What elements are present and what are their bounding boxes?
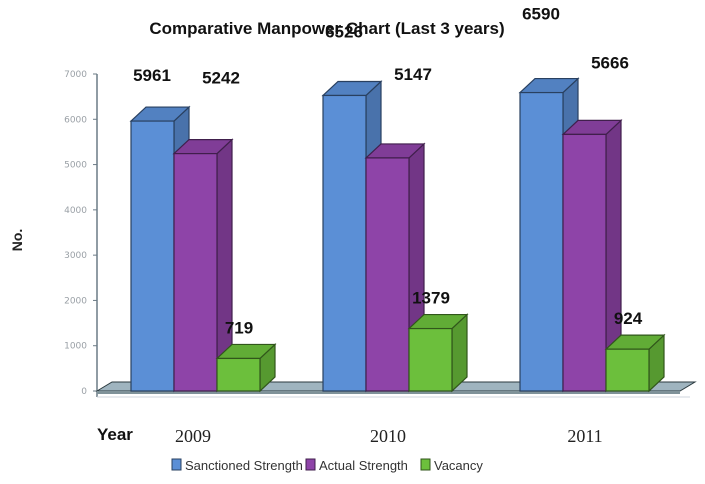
data-label: 1379 [412, 289, 450, 308]
bar-front [519, 91, 564, 392]
legend-swatch [171, 458, 182, 471]
data-label: 6526 [325, 22, 363, 41]
y-tick-label: 6000 [64, 115, 87, 125]
y-tick-label: 2000 [64, 296, 87, 306]
bar-actual-strength-2011 [561, 119, 623, 393]
y-tick-label: 4000 [64, 206, 87, 216]
data-label: 5666 [591, 53, 629, 72]
legend-label: Vacancy [434, 458, 483, 473]
chart-title: Comparative Manpower Chart (Last 3 years… [149, 19, 504, 38]
bar-front [173, 153, 218, 392]
y-axis-label: No. [9, 229, 25, 252]
y-tick-label: 5000 [64, 161, 87, 171]
bar-front [216, 357, 261, 392]
category-label: 2009 [175, 426, 211, 446]
floor-front [97, 391, 680, 394]
y-tick-label: 3000 [64, 251, 87, 261]
data-label: 924 [614, 309, 643, 328]
legend-item: Vacancy [420, 458, 483, 473]
legend-item: Sanctioned Strength [171, 458, 303, 473]
data-label: 5961 [133, 66, 171, 85]
category-label: 2011 [567, 426, 602, 446]
legend-label: Sanctioned Strength [185, 458, 303, 473]
x-axis-label: Year [97, 425, 133, 444]
category-labels: 2009 2010 2011 [175, 426, 603, 446]
data-label: 719 [225, 318, 253, 337]
y-axis: 0 1000 2000 3000 4000 5000 6000 7000 [64, 70, 690, 398]
legend-item: Actual Strength [305, 458, 408, 473]
bar-front [605, 348, 650, 392]
bar-front [365, 157, 410, 392]
legend: Sanctioned Strength Actual Strength Vacanc… [171, 458, 483, 473]
bar-actual-strength-2009 [172, 138, 234, 393]
bar-front [130, 120, 175, 392]
bar-front [322, 94, 367, 392]
category-label: 2010 [370, 426, 406, 446]
y-tick-label: 1000 [64, 342, 87, 352]
bars [129, 77, 666, 393]
legend-label: Actual Strength [319, 458, 408, 473]
bar-front [562, 133, 607, 392]
bar-vacancy-2011 [604, 333, 666, 393]
data-label: 5242 [202, 69, 240, 88]
bar-vacancy-2009 [215, 343, 277, 393]
y-tick-label: 0 [81, 387, 87, 397]
y-tick-label: 7000 [64, 70, 87, 80]
data-label: 6590 [522, 5, 560, 24]
data-label: 5147 [394, 65, 432, 84]
data-labels: 5961 5242 719 6526 5147 1379 6590 5666 924 [133, 5, 643, 338]
bar-front [408, 327, 453, 392]
bar-actual-strength-2010 [364, 142, 426, 393]
legend-swatch [420, 458, 431, 471]
bar-vacancy-2010 [407, 313, 469, 393]
legend-swatch [305, 458, 316, 471]
